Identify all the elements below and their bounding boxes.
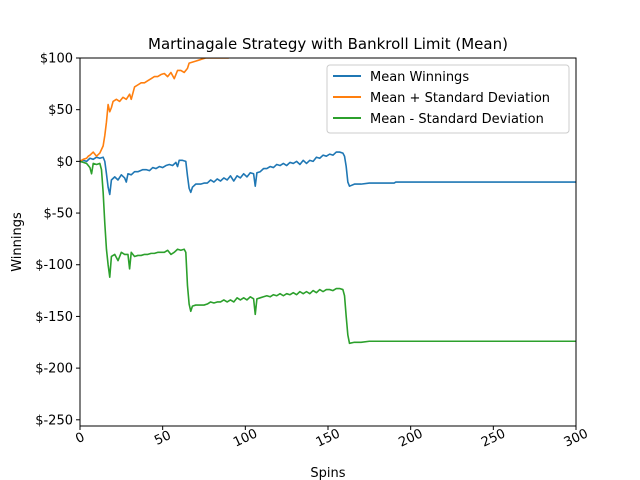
x-tick-label: 100 bbox=[231, 426, 260, 450]
y-tick-label: $100 bbox=[40, 52, 73, 67]
x-tick-label: 150 bbox=[314, 426, 343, 450]
series-line-3 bbox=[80, 160, 576, 345]
y-tick-label: $-150 bbox=[35, 310, 73, 325]
series-line-1 bbox=[80, 151, 576, 196]
x-tick-label: 50 bbox=[152, 428, 173, 449]
legend: Mean Winnings Mean + Standard Deviation Me… bbox=[326, 64, 570, 134]
y-tick-label: $0 bbox=[56, 155, 73, 170]
y-tick-label: $50 bbox=[48, 103, 73, 118]
x-tick-label: 250 bbox=[479, 426, 508, 450]
x-tick-label: 300 bbox=[562, 426, 591, 450]
x-axis: 0 50 100 150 200 250 300 bbox=[73, 426, 591, 450]
legend-label-1: Mean Winnings bbox=[370, 70, 469, 85]
y-axis-label: Winnings bbox=[10, 212, 25, 272]
series-line-2 bbox=[80, 58, 229, 163]
x-axis-label: Spins bbox=[310, 466, 345, 480]
y-tick-label: $-250 bbox=[35, 413, 73, 428]
legend-label-3: Mean - Standard Deviation bbox=[370, 112, 544, 127]
series-layer bbox=[80, 58, 576, 345]
legend-label-2: Mean + Standard Deviation bbox=[370, 91, 550, 106]
y-axis: $100 $50 $0 $-50 $-100 $-150 $-200 $-250 bbox=[35, 52, 80, 428]
y-tick-label: $-100 bbox=[35, 258, 73, 273]
y-tick-label: $-50 bbox=[43, 207, 73, 222]
y-tick-label: $-200 bbox=[35, 362, 73, 377]
x-tick-label: 0 bbox=[73, 430, 87, 447]
x-tick-label: 200 bbox=[396, 426, 425, 450]
chart-title: Martinagale Strategy with Bankroll Limit… bbox=[148, 35, 508, 53]
legend-box bbox=[326, 64, 570, 134]
